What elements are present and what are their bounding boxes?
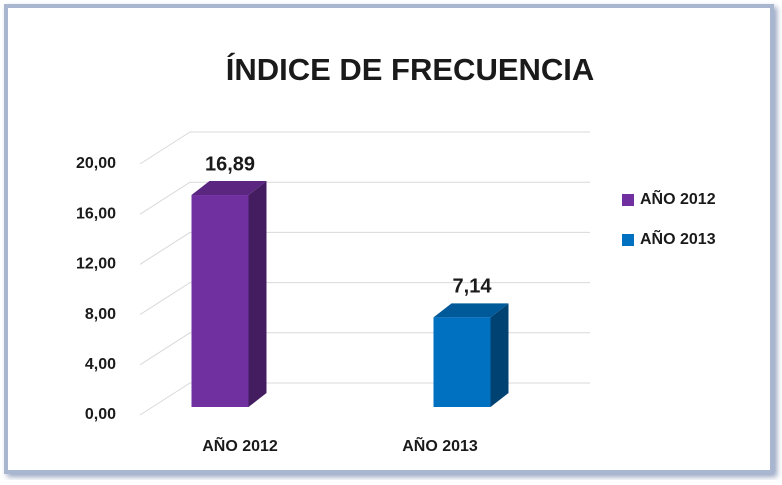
chart-frame <box>4 4 774 474</box>
y-tick-label: 20,00 <box>76 155 116 172</box>
bar-top <box>191 181 267 196</box>
chart-title: ÍNDICE DE FRECUENCIA <box>226 52 595 87</box>
y-tick-label: 8,00 <box>85 306 116 323</box>
legend-label: AÑO 2012 <box>640 188 716 208</box>
bar-side <box>490 303 509 407</box>
legend-swatch <box>622 194 634 206</box>
bar-top <box>433 303 509 318</box>
grid-line <box>139 131 590 165</box>
y-tick-label: 0,00 <box>85 406 116 423</box>
grid-line <box>139 231 590 265</box>
bar <box>433 317 491 407</box>
x-tick-label: AÑO 2013 <box>402 435 478 455</box>
grid-line <box>139 181 590 215</box>
y-tick-label: 4,00 <box>85 356 116 373</box>
bar <box>191 195 249 407</box>
data-label: 7,14 <box>453 276 493 298</box>
x-tick-label: AÑO 2012 <box>202 435 278 455</box>
bar-side <box>248 181 267 407</box>
y-tick-label: 12,00 <box>76 256 116 273</box>
grid-line <box>139 282 590 316</box>
y-tick-label: 16,00 <box>76 205 116 222</box>
data-label: 16,89 <box>205 153 255 175</box>
legend-label: AÑO 2013 <box>640 228 716 248</box>
legend-swatch <box>622 234 634 246</box>
